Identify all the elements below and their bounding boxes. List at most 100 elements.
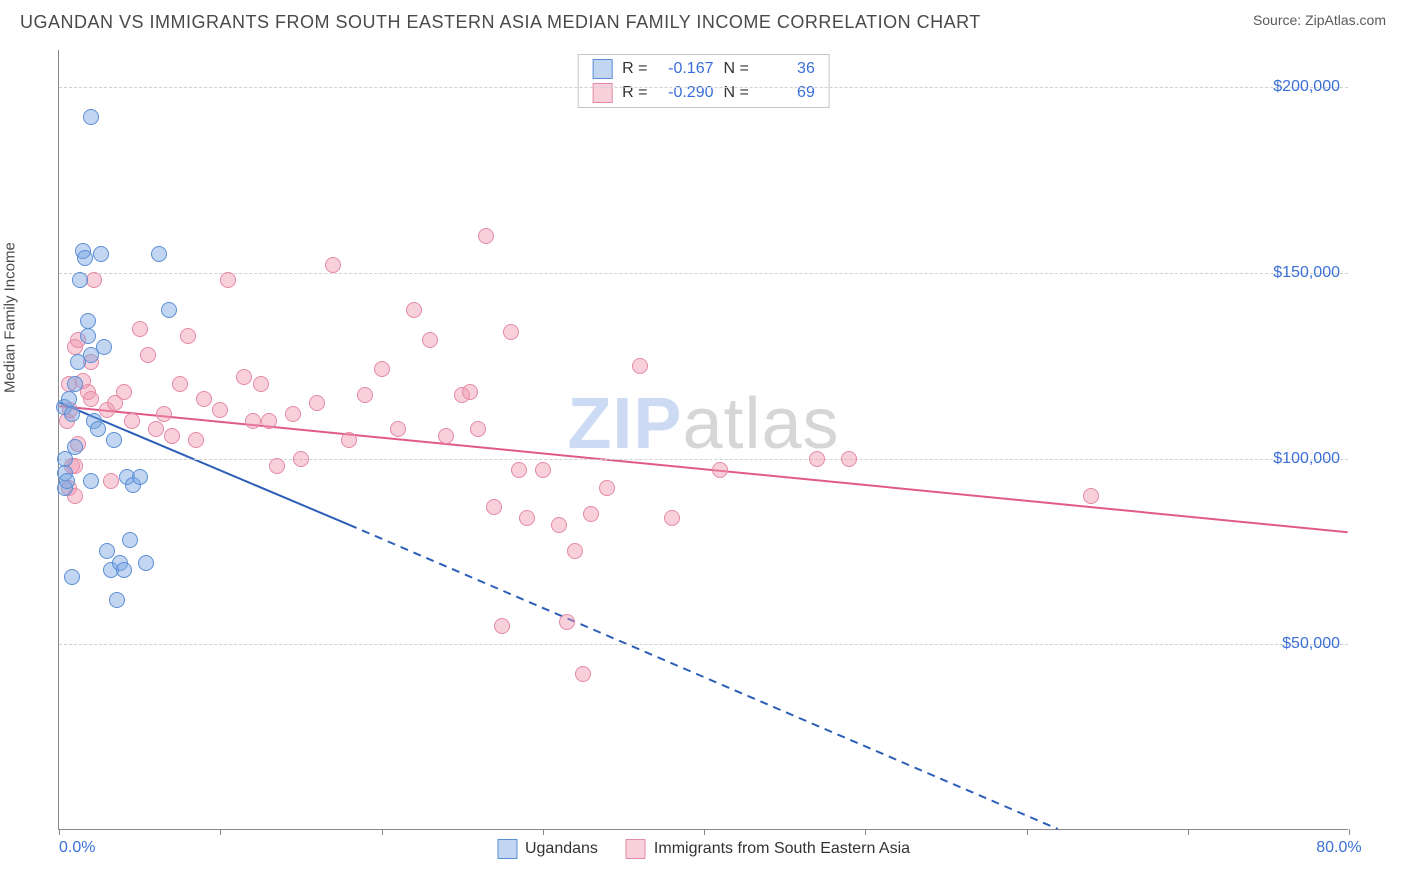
scatter-point [103,473,119,489]
scatter-point [293,451,309,467]
scatter-point [511,462,527,478]
x-min-label: 0.0% [59,839,95,857]
x-tick [1188,829,1189,835]
scatter-point [67,439,83,455]
scatter-point [64,406,80,422]
gridline-h [59,273,1348,274]
legend-item-a: Ugandans [497,839,598,859]
source-attribution: Source: ZipAtlas.com [1253,12,1386,28]
x-tick [543,829,544,835]
scatter-point [61,391,77,407]
scatter-point [64,569,80,585]
swatch-b2 [626,839,646,859]
x-tick [704,829,705,835]
scatter-point [161,302,177,318]
scatter-point [390,421,406,437]
y-tick-label: $150,000 [1273,264,1340,282]
scatter-point [80,328,96,344]
swatch-b [592,83,612,103]
scatter-point [309,395,325,411]
scatter-point [253,376,269,392]
watermark-part1: ZIP [567,384,682,464]
x-max-label: 80.0% [1316,839,1361,857]
scatter-point [132,321,148,337]
scatter-point [470,421,486,437]
scatter-point [478,228,494,244]
x-tick [220,829,221,835]
scatter-point [86,272,102,288]
x-tick [59,829,60,835]
scatter-point [357,387,373,403]
regression-lines [59,50,1348,829]
scatter-point [116,384,132,400]
scatter-point [559,614,575,630]
scatter-point [664,510,680,526]
source-label: Source: [1253,12,1305,28]
swatch-a [592,59,612,79]
scatter-point [583,506,599,522]
scatter-point [67,376,83,392]
scatter-point [341,432,357,448]
y-tick-label: $200,000 [1273,78,1340,96]
legend-item-b: Immigrants from South Eastern Asia [626,839,910,859]
scatter-point [503,324,519,340]
scatter-point [59,473,75,489]
scatter-point [809,451,825,467]
n-value-a: 36 [759,60,815,78]
chart-title: UGANDAN VS IMMIGRANTS FROM SOUTH EASTERN… [20,12,981,33]
scatter-point [83,109,99,125]
scatter-point [83,473,99,489]
x-tick [865,829,866,835]
chart-container: Median Family Income ZIPatlas R = -0.167… [20,50,1386,870]
scatter-point [109,592,125,608]
scatter-point [261,413,277,429]
series-b-name: Immigrants from South Eastern Asia [654,840,910,858]
scatter-point [124,413,140,429]
scatter-point [269,458,285,474]
scatter-point [374,361,390,377]
scatter-point [212,402,228,418]
scatter-point [220,272,236,288]
series-a-name: Ugandans [525,840,598,858]
scatter-point [156,406,172,422]
scatter-point [406,302,422,318]
scatter-point [188,432,204,448]
y-axis-label: Median Family Income [2,242,19,393]
scatter-point [712,462,728,478]
scatter-point [599,480,615,496]
scatter-point [567,543,583,559]
scatter-point [122,532,138,548]
gridline-h [59,644,1348,645]
scatter-point [494,618,510,634]
scatter-point [245,413,261,429]
correlation-legend: R = -0.167 N = 36 R = -0.290 N = 69 [577,54,830,108]
scatter-point [80,313,96,329]
n-label-a: N = [724,60,749,78]
gridline-h [59,459,1348,460]
scatter-point [164,428,180,444]
scatter-point [72,272,88,288]
scatter-point [1083,488,1099,504]
scatter-point [90,421,106,437]
scatter-point [285,406,301,422]
scatter-point [172,376,188,392]
swatch-a2 [497,839,517,859]
series-legend: Ugandans Immigrants from South Eastern A… [497,839,910,859]
watermark: ZIPatlas [567,383,839,465]
scatter-point [196,391,212,407]
scatter-point [519,510,535,526]
scatter-point [132,469,148,485]
scatter-point [551,517,567,533]
scatter-point [151,246,167,262]
scatter-point [438,428,454,444]
scatter-point [422,332,438,348]
x-tick [1027,829,1028,835]
correlation-row-b: R = -0.290 N = 69 [578,81,829,105]
scatter-point [462,384,478,400]
correlation-row-a: R = -0.167 N = 36 [578,57,829,81]
scatter-point [93,246,109,262]
r-label-a: R = [622,60,647,78]
scatter-point [138,555,154,571]
y-tick-label: $100,000 [1273,450,1340,468]
scatter-point [632,358,648,374]
